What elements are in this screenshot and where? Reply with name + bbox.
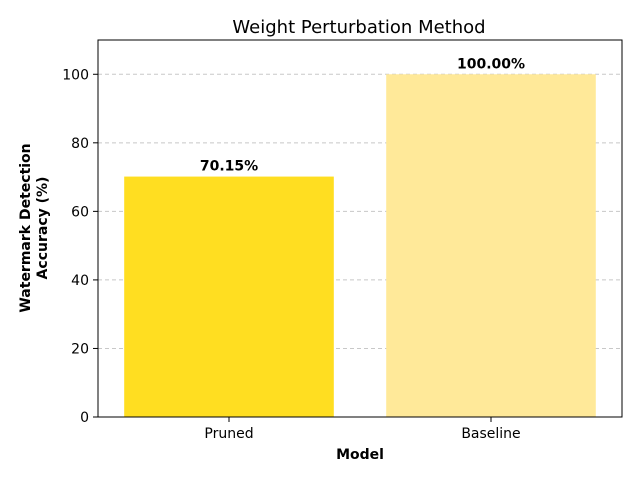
- y-tick-label: 80: [71, 136, 89, 152]
- y-tick-label: 20: [71, 341, 89, 357]
- data-label-pruned: 70.15%: [200, 159, 258, 175]
- y-tick-label: 40: [71, 273, 89, 289]
- y-axis-ticks: 0 20 40 60 80 100: [62, 67, 98, 426]
- y-tick-label: 60: [71, 204, 89, 220]
- plot-frame: [97, 39, 623, 418]
- y-tick-label: 0: [80, 410, 89, 426]
- x-tick-label-pruned: Pruned: [204, 426, 253, 442]
- bars: [124, 74, 596, 417]
- chart-title: Weight Perturbation Method: [232, 17, 485, 38]
- x-axis-ticks: Pruned Baseline: [204, 417, 521, 442]
- bar-baseline: [386, 74, 596, 417]
- data-label-baseline: 100.00%: [457, 56, 525, 72]
- y-axis-label-line-2: Accuracy (%): [35, 177, 51, 280]
- y-axis-label: Watermark Detection Accuracy (%): [18, 143, 51, 312]
- bar-pruned: [124, 176, 334, 417]
- y-axis-label-line-1: Watermark Detection: [18, 143, 34, 312]
- data-labels: 70.15% 100.00%: [200, 56, 525, 174]
- y-tick-label: 100: [62, 67, 89, 83]
- x-axis-label: Model: [336, 447, 384, 463]
- x-tick-label-baseline: Baseline: [461, 426, 520, 442]
